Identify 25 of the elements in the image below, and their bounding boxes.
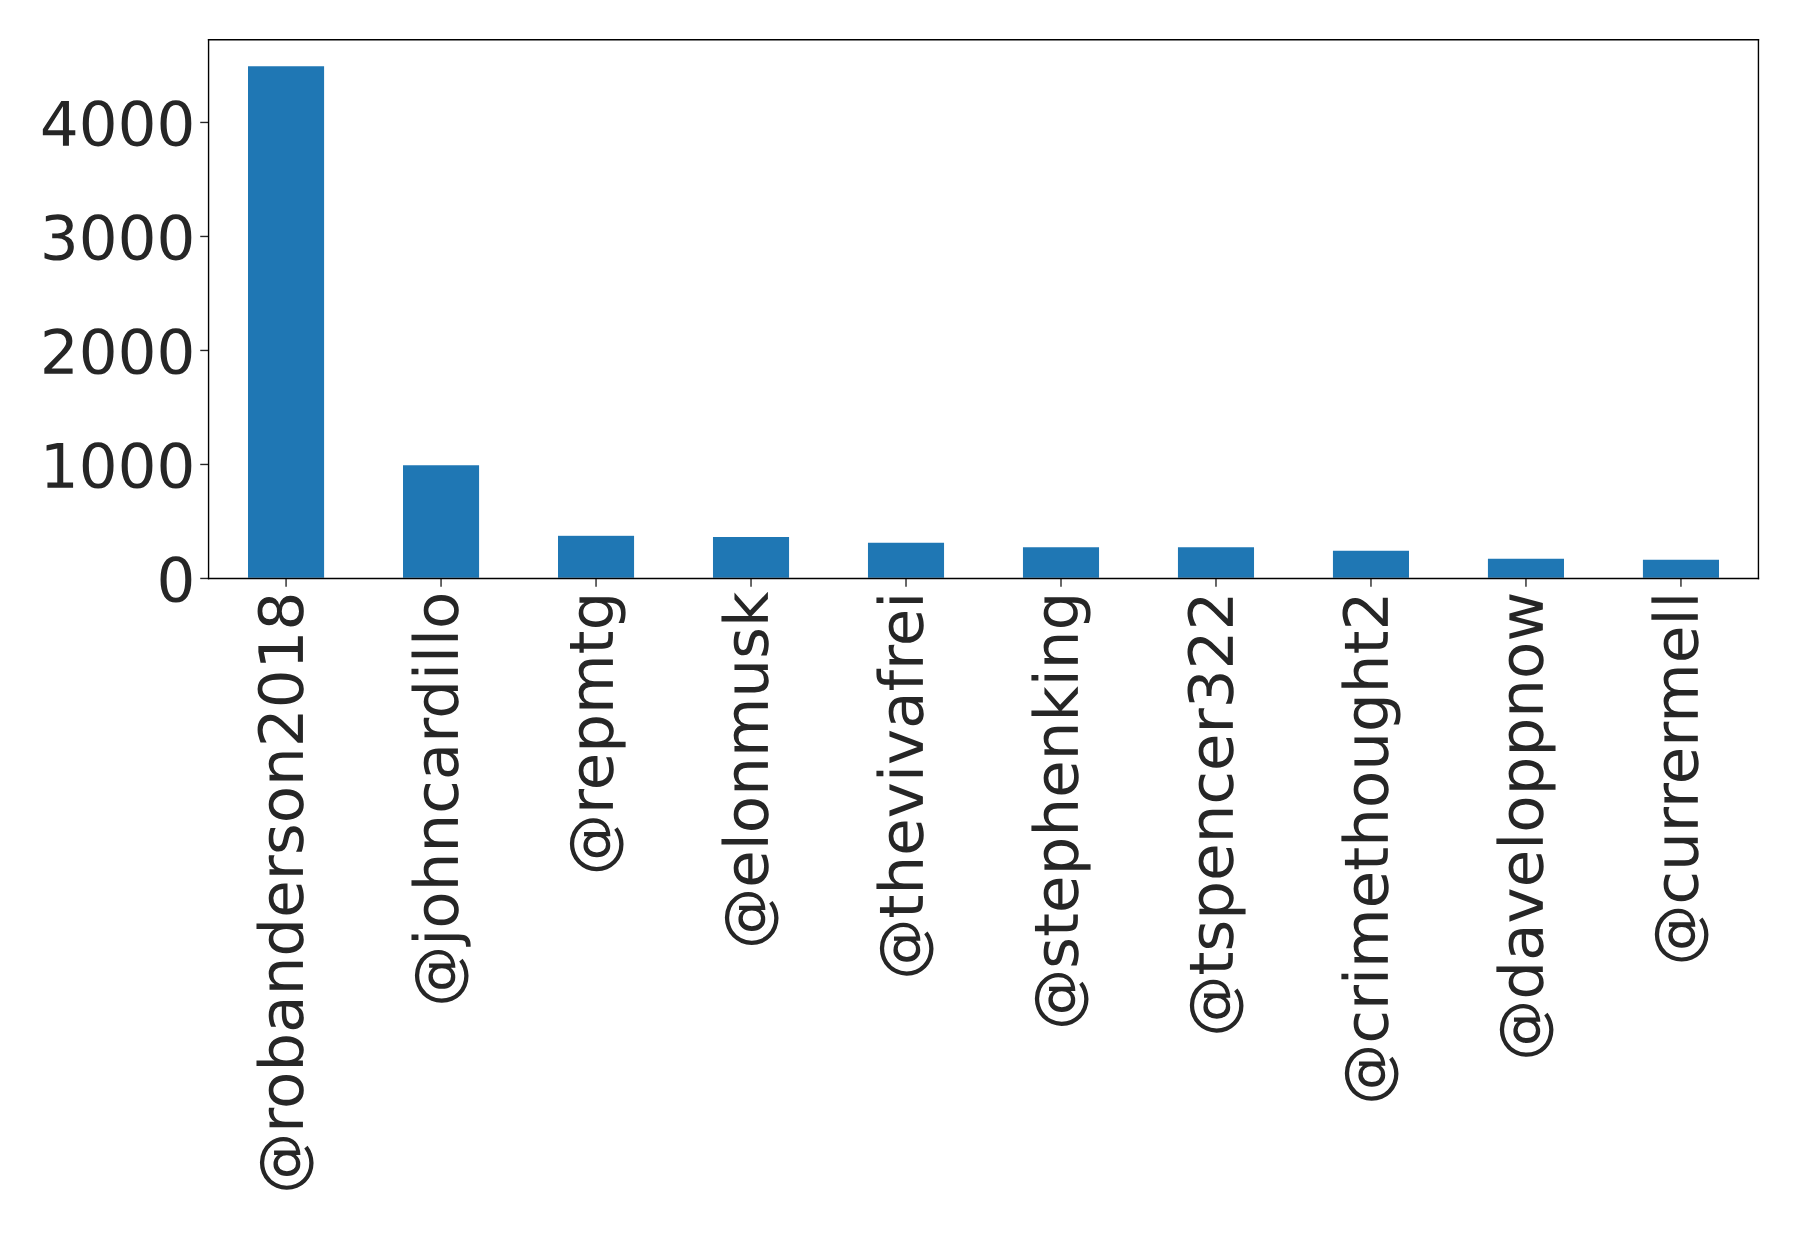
- x-tick-label: @daveloppnow: [1496, 594, 1556, 1057]
- x-tick-label: @robanderson2018: [256, 595, 314, 1190]
- x-tick-label: @tspencer322: [1187, 597, 1246, 1033]
- bar: [556, 534, 636, 579]
- y-tick-label: 4000: [42, 100, 192, 147]
- bar: [1331, 549, 1411, 579]
- x-tick-label: @repmtg: [569, 597, 626, 872]
- bar: [866, 541, 946, 579]
- bar: [1176, 545, 1256, 579]
- x-tick-label: @crimethought2: [1341, 597, 1401, 1101]
- bar: [246, 64, 326, 579]
- x-tick-label: @johncardillo: [411, 595, 471, 1003]
- bar: [1486, 557, 1566, 579]
- x-tick-label: @elonmusk: [721, 591, 779, 945]
- y-tick-label: 3000: [44, 214, 192, 261]
- x-tick-label: @thevivafrei: [876, 597, 934, 976]
- bar: [401, 463, 481, 579]
- y-tick-label: 2000: [44, 328, 192, 375]
- x-tick-label: @currermell: [1651, 597, 1709, 962]
- bar: [711, 535, 791, 579]
- y-tick-label: 0: [160, 556, 192, 603]
- y-tick-label: 1000: [46, 442, 192, 489]
- x-tick-label: @stephenking: [1031, 597, 1091, 1026]
- bar: [1021, 545, 1101, 579]
- bar: [1641, 558, 1721, 579]
